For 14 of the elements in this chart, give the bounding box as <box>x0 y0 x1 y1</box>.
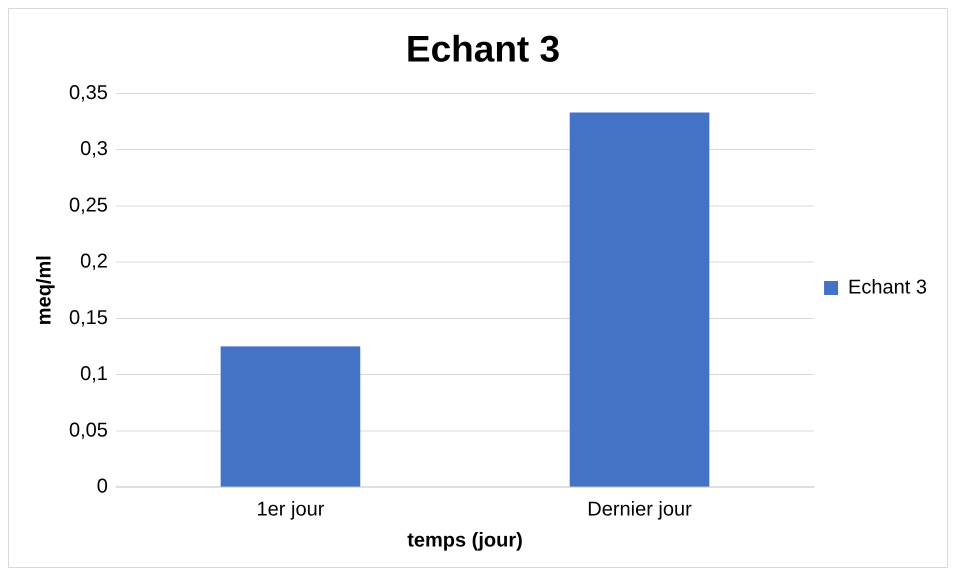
y-tick-label: 0,15 <box>68 306 108 329</box>
y-tick-label: 0 <box>96 476 108 498</box>
x-axis-title: temps (jour) <box>407 530 523 552</box>
y-tick-label: 0,2 <box>80 250 108 273</box>
y-tick-label: 0,3 <box>80 138 108 160</box>
chart-title: Echant 3 <box>406 28 560 70</box>
y-tick-label: 0,05 <box>68 419 108 442</box>
y-tick-label: 0,35 <box>68 82 108 104</box>
y-tick-label: 0,1 <box>80 363 108 386</box>
x-tick-label: 1er jour <box>256 498 325 521</box>
x-tick-label: Dernier jour <box>587 498 692 521</box>
y-axis-title: meq/ml <box>34 255 56 326</box>
y-tick-label: 0,25 <box>68 194 108 216</box>
legend-label: Echant 3 <box>848 276 928 299</box>
